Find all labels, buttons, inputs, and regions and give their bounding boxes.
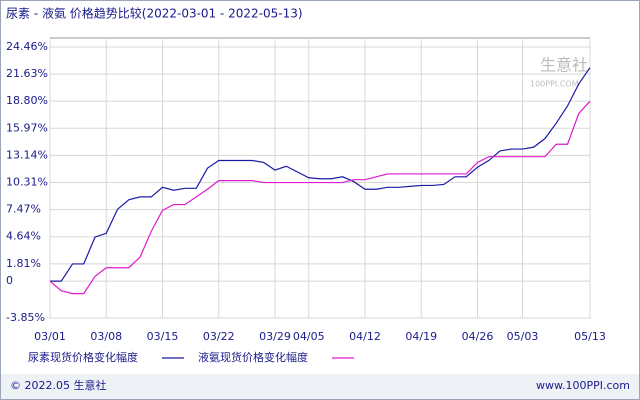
x-tick-label: 04/12 (349, 330, 381, 343)
y-tick-label: 18.80% (6, 94, 48, 107)
footer-bar (1, 374, 639, 399)
x-tick-label: 05/13 (574, 330, 606, 343)
x-tick-label: 03/15 (147, 330, 179, 343)
x-tick-label: 03/29 (259, 330, 291, 343)
watermark: 生意社 (540, 56, 588, 75)
y-tick-label: -3.85% (6, 311, 45, 324)
y-tick-label: 13.14% (6, 148, 48, 161)
y-tick-label: 15.97% (6, 121, 48, 134)
y-tick-label: 7.47% (6, 203, 41, 216)
series-line (49, 100, 591, 295)
series-line (50, 67, 591, 282)
x-tick-label: 05/03 (507, 330, 539, 343)
x-tick-label: 04/05 (293, 330, 325, 343)
y-tick-label: 4.64% (6, 230, 41, 243)
x-tick-label: 03/01 (34, 330, 66, 343)
y-tick-label: 1.81% (6, 257, 41, 270)
footer-site: www.100PPI.com (536, 379, 630, 392)
y-tick-label: 0 (6, 274, 13, 287)
y-tick-label: 10.31% (6, 175, 48, 188)
x-tick-label: 03/22 (203, 330, 235, 343)
y-tick-label: 21.63% (6, 67, 48, 80)
y-tick-label: 24.46% (6, 40, 48, 53)
watermark: 100PPI.COM (530, 80, 579, 89)
legend-label: 液氨现货价格变化幅度 (198, 350, 308, 364)
x-tick-label: 04/19 (405, 330, 437, 343)
footer-copyright: © 2022.05 生意社 (10, 378, 106, 392)
x-tick-label: 04/26 (462, 330, 494, 343)
chart-title: 尿素 - 液氨 价格趋势比较(2022-03-01 - 2022-05-13) (6, 6, 303, 21)
x-tick-label: 03/08 (90, 330, 122, 343)
legend-label: 尿素现货价格变化幅度 (28, 350, 138, 364)
